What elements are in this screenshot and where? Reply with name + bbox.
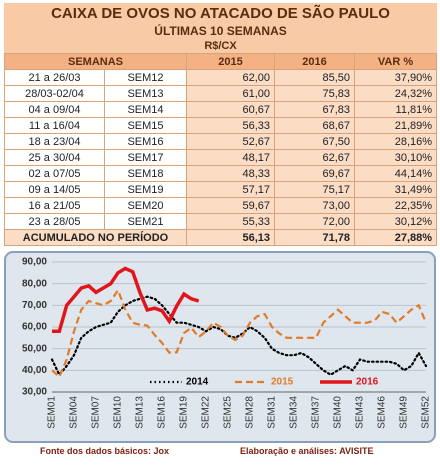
table-row: 21 a 26/03 SEM12 62,00 85,50 37,90% <box>4 69 438 86</box>
table-cell: 31,49% <box>353 181 438 198</box>
y-tick-label: 30,00 <box>22 387 47 398</box>
table-cell: 71,78 <box>274 229 355 246</box>
table-cell: 68,67 <box>274 117 355 134</box>
table-cell: 61,00 <box>186 85 275 102</box>
table-cell: 55,33 <box>186 213 275 230</box>
x-tick-label: SEM04 <box>69 396 80 429</box>
credit: Elaboração e análises: AVISITE <box>240 446 374 456</box>
table-cell: SEM17 <box>104 149 187 166</box>
table-cell: 48,17 <box>186 149 275 166</box>
x-tick-label: SEM52 <box>421 396 432 429</box>
table-row: 16 a 21/05 SEM20 59,67 73,00 22,35% <box>4 197 438 214</box>
x-tick-label: SEM37 <box>311 396 322 429</box>
x-tick-label: SEM01 <box>47 396 58 429</box>
table-row: 28/03-02/04 SEM13 61,00 75,83 24,32% <box>4 85 438 102</box>
table-cell: SEM18 <box>104 165 187 182</box>
table-cell: 11 a 16/04 <box>4 117 105 134</box>
series-line <box>51 287 428 379</box>
chart-panel <box>4 251 436 443</box>
y-tick-label: 90,00 <box>22 257 47 268</box>
x-tick-label: SEM40 <box>333 396 344 429</box>
x-tick-label: SEM46 <box>377 396 388 429</box>
x-tick-label: SEM31 <box>267 396 278 429</box>
table-row: 04 a 09/04 SEM14 60,67 67,83 11,81% <box>4 101 438 118</box>
table-cell: 56,13 <box>186 229 275 246</box>
table-cell: 48,33 <box>186 165 275 182</box>
y-tick-label: 60,00 <box>22 322 47 333</box>
table-cell: 85,50 <box>274 69 355 86</box>
x-tick-label: SEM13 <box>135 396 146 429</box>
x-tick-label: SEM34 <box>289 396 300 429</box>
table-cell: 28,16% <box>353 133 438 150</box>
x-tick-label: SEM19 <box>179 396 190 429</box>
x-tick-label: SEM43 <box>355 396 366 429</box>
table-cell: 30,10% <box>353 149 438 166</box>
y-tick-label: 50,00 <box>22 343 47 354</box>
table-cell: SEM16 <box>104 133 187 150</box>
table-cell: 72,00 <box>274 213 355 230</box>
x-tick-label: SEM49 <box>399 396 410 429</box>
table-subtitle: ÚLTIMAS 10 SEMANAS <box>154 23 287 38</box>
table-cell: ACUMULADO NO PERÍODO <box>4 229 187 246</box>
table-row: 18 a 23/04 SEM16 52,67 67,50 28,16% <box>4 133 438 150</box>
table-cell: 09 a 14/05 <box>4 181 105 198</box>
table-cell: 67,50 <box>274 133 355 150</box>
table-cell: 28/03-02/04 <box>4 85 105 102</box>
x-tick-label: SEM28 <box>245 396 256 429</box>
header-cell: SEMANAS <box>4 53 187 70</box>
table-cell: 21,89% <box>353 117 438 134</box>
x-tick-label: SEM10 <box>113 396 124 429</box>
table-row: 09 a 14/05 SEM19 57,17 75,17 31,49% <box>4 181 438 198</box>
table-cell: 18 a 23/04 <box>4 133 105 150</box>
table-cell: 52,67 <box>186 133 275 150</box>
y-tick-label: 70,00 <box>22 300 47 311</box>
price-table: CAIXA DE OVOS NO ATACADO DE SÃO PAULO ÚL… <box>4 3 438 246</box>
header-cell: 2015 <box>186 53 275 70</box>
table-cell: 25 a 30/04 <box>4 149 105 166</box>
x-tick-label: SEM22 <box>201 396 212 429</box>
table-cell: 67,83 <box>274 101 355 118</box>
table-cell: 62,00 <box>186 69 275 86</box>
table-row: 23 a 28/05 SEM21 55,33 72,00 30,12% <box>4 213 438 230</box>
y-tick-label: 80,00 <box>22 278 47 289</box>
table-cell: 21 a 26/03 <box>4 69 105 86</box>
table-unit: R$/CX <box>204 39 237 52</box>
legend-label: 2015 <box>271 377 294 388</box>
x-tick-label: SEM07 <box>91 396 102 429</box>
source: Fonte dos dados básicos: Jox <box>40 446 170 456</box>
table-cell: SEM13 <box>104 85 187 102</box>
table-cell: SEM12 <box>104 69 187 86</box>
total-row: ACUMULADO NO PERÍODO 56,13 71,78 27,88% <box>4 229 438 246</box>
table-cell: 16 a 21/05 <box>4 197 105 214</box>
x-tick-label: SEM25 <box>223 396 234 429</box>
table-cell: 75,83 <box>274 85 355 102</box>
table-cell: 69,67 <box>274 165 355 182</box>
legend-label: 2014 <box>186 377 209 388</box>
table-cell: 27,88% <box>353 229 438 246</box>
table-cell: 23 a 28/05 <box>4 213 105 230</box>
table-cell: 75,17 <box>274 181 355 198</box>
series-line <box>52 266 200 334</box>
table-cell: 24,32% <box>353 85 438 102</box>
y-tick-label: 40,00 <box>22 365 47 376</box>
table-cell: SEM19 <box>104 181 187 198</box>
series-line <box>50 295 428 377</box>
table-cell: SEM14 <box>104 101 187 118</box>
table-cell: 22,35% <box>353 197 438 214</box>
table-cell: 11,81% <box>353 101 438 118</box>
x-tick-label: SEM16 <box>157 396 168 429</box>
table-title: CAIXA DE OVOS NO ATACADO DE SÃO PAULO <box>51 4 390 22</box>
legend-label: 2016 <box>356 377 379 388</box>
